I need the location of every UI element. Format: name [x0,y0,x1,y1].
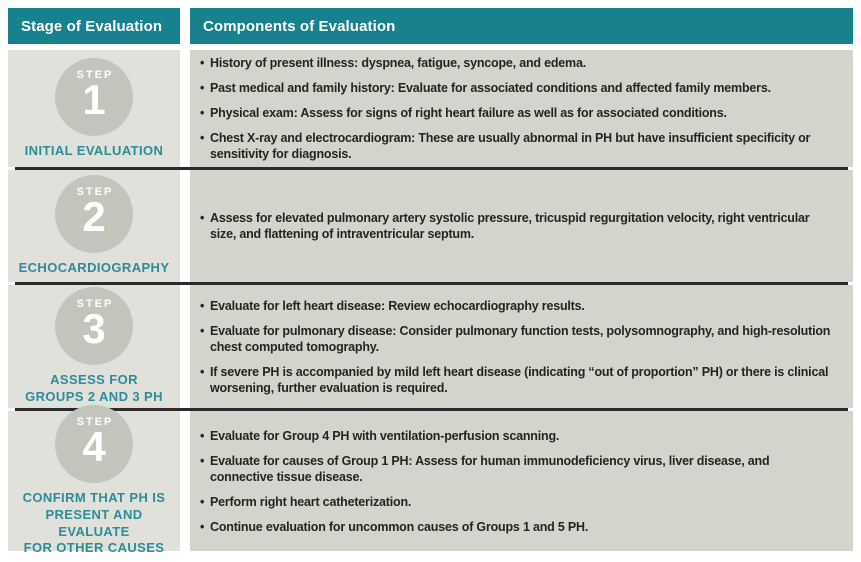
bullet-icon: • [200,131,205,145]
table-header-row: Stage of Evaluation Components of Evalua… [8,8,853,44]
step-2-components-cell: • Assess for elevated pulmonary artery s… [190,170,853,282]
step-3-circle: STEP 3 [55,287,133,366]
bullet-item: • Chest X-ray and electrocardiogram: The… [200,130,835,162]
step-4-word: STEP [76,416,114,429]
step-3-stage-label: ASSESS FOR GROUPS 2 AND 3 PH [25,372,163,405]
step-3-number: 3 [82,305,106,353]
bullet-text: Past medical and family history: Evaluat… [210,81,771,95]
bullet-item: • Continue evaluation for uncommon cause… [200,519,835,535]
step-2-word: STEP [76,186,114,199]
bullet-icon: • [200,494,205,509]
step-3-components-cell: • Evaluate for left heart disease: Revie… [190,285,853,408]
bullet-icon: • [200,56,205,70]
step-4-components-cell: • Evaluate for Group 4 PH with ventilati… [190,411,853,551]
column-header-components: Components of Evaluation [190,8,853,44]
bullet-icon: • [200,298,205,313]
step-2-row: STEP 2 ECHOCARDIOGRAPHY • Assess for ele… [8,170,853,282]
evaluation-table: Stage of Evaluation Components of Evalua… [8,8,853,555]
step-1-stage-cell: STEP 1 INITIAL EVALUATION [8,50,180,167]
bullet-item: • Perform right heart catheterization. [200,494,835,510]
step-3-word: STEP [76,298,114,311]
bullet-text: Evaluate for left heart disease: Review … [210,298,585,313]
bullet-icon: • [200,453,205,468]
step-2-stage-cell: STEP 2 ECHOCARDIOGRAPHY [8,170,180,282]
bullet-icon: • [200,364,205,379]
row-divider [15,408,848,411]
bullet-text: History of present illness: dyspnea, fat… [210,56,586,70]
stage-label-line: ECHOCARDIOGRAPHY [18,260,170,276]
bullet-text: Evaluate for pulmonary disease: Consider… [210,323,831,354]
bullet-text: Evaluate for causes of Group 1 PH: Asses… [210,453,770,484]
bullet-icon: • [200,211,205,225]
step-3-row: STEP 3 ASSESS FOR GROUPS 2 AND 3 PH • Ev… [8,285,853,408]
step-1-stage-label: INITIAL EVALUATION [25,143,164,160]
step-1-number: 1 [82,75,106,123]
bullet-item: • Physical exam: Assess for signs of rig… [200,105,835,121]
bullet-text: If severe PH is accompanied by mild left… [210,364,829,395]
step-4-number: 4 [82,423,106,471]
step-4-circle: STEP 4 [55,405,133,484]
row-divider [15,282,848,285]
step-1-circle: STEP 1 [55,57,133,136]
column-gap [180,8,190,44]
column-gap [180,411,190,551]
bullet-item: • Assess for elevated pulmonary artery s… [200,210,835,242]
stage-label-line: CONFIRM THAT PH IS [22,490,166,506]
stage-label-line: PRESENT AND EVALUATE [45,506,143,539]
column-gap [180,170,190,282]
step-4-stage-label: CONFIRM THAT PH IS PRESENT AND EVALUATE … [8,490,180,557]
bullet-text: Perform right heart catheterization. [210,494,412,509]
bullet-text: Chest X-ray and electrocardiogram: These… [210,131,811,161]
step-4-stage-cell: STEP 4 CONFIRM THAT PH IS PRESENT AND EV… [8,405,180,555]
bullet-text: Continue evaluation for uncommon causes … [210,519,589,534]
step-2-number: 2 [82,193,106,241]
bullet-item: • Evaluate for Group 4 PH with ventilati… [200,428,835,444]
stage-label-line: FOR OTHER CAUSES [23,540,165,556]
step-1-row: STEP 1 INITIAL EVALUATION • History of p… [8,50,853,167]
bullet-item: • History of present illness: dyspnea, f… [200,55,835,71]
header-body-gap [8,44,853,50]
step-2-stage-label: ECHOCARDIOGRAPHY [19,260,170,277]
stage-label-line: INITIAL EVALUATION [24,142,164,158]
step-2-circle: STEP 2 [55,175,133,254]
step-1-components-cell: • History of present illness: dyspnea, f… [190,50,853,167]
bullet-item: • Evaluate for causes of Group 1 PH: Ass… [200,453,835,485]
bullet-text: Physical exam: Assess for signs of right… [210,106,727,120]
bullet-text: Assess for elevated pulmonary artery sys… [210,211,810,241]
stage-label-line: GROUPS 2 AND 3 PH [25,389,163,404]
step-1-word: STEP [76,68,114,81]
bullet-icon: • [200,323,205,338]
bullet-icon: • [200,81,205,95]
stage-label-line: ASSESS FOR [50,372,138,388]
column-header-stage: Stage of Evaluation [8,8,180,44]
step-4-row: STEP 4 CONFIRM THAT PH IS PRESENT AND EV… [8,405,853,555]
row-divider [15,167,848,170]
bullet-icon: • [200,106,205,120]
bullet-item: • If severe PH is accompanied by mild le… [200,364,835,396]
bullet-item: • Evaluate for left heart disease: Revie… [200,298,835,314]
bullet-icon: • [200,519,205,534]
step-3-stage-cell: STEP 3 ASSESS FOR GROUPS 2 AND 3 PH [8,285,180,408]
bullet-item: • Evaluate for pulmonary disease: Consid… [200,323,835,355]
column-gap [180,285,190,408]
bullet-text: Evaluate for Group 4 PH with ventilation… [210,428,560,443]
bullet-icon: • [200,428,205,443]
bullet-item: • Past medical and family history: Evalu… [200,80,835,96]
column-gap [180,50,190,167]
